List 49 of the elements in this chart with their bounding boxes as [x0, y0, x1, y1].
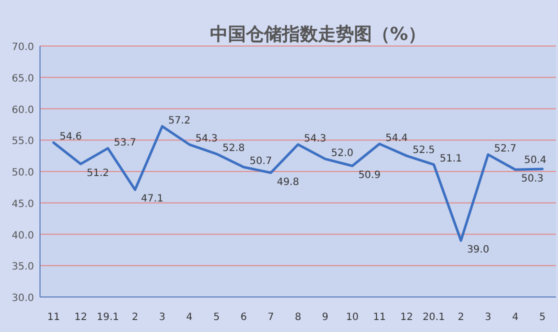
text: 49.8 [276, 176, 300, 188]
x-tick-label: 20.1 [422, 312, 445, 323]
text: 50.7 [250, 156, 272, 168]
text: 54.4 [385, 132, 408, 144]
text: 54.3 [304, 134, 326, 145]
x-tick-label: 19.1 [96, 312, 120, 323]
x-tick-label: 4 [512, 312, 518, 323]
text: 54.6 [60, 132, 82, 143]
text: 52.7 [494, 144, 516, 155]
text: 57.2 [168, 115, 190, 126]
line-series [52, 125, 544, 242]
text: 52.8 [222, 142, 245, 154]
x-tick-label: 6 [240, 312, 247, 323]
x-tick-label: 11 [373, 312, 386, 323]
x-tick-label: 12 [400, 312, 413, 323]
text: 52.0 [331, 148, 354, 159]
x-tick-label: 2 [132, 312, 138, 323]
y-tick-label: 50.0 [12, 168, 34, 178]
text: 50.9 [358, 170, 381, 181]
x-tick-label: 3 [484, 312, 492, 323]
text: 54.3 [195, 134, 218, 145]
x-tick-label: 7 [268, 312, 274, 323]
text: 50.4 [524, 154, 546, 166]
y-tick-label: 65.0 [12, 73, 34, 84]
chart-title: 中国仓储指数走势图（%） [210, 24, 426, 45]
text: 39.0 [466, 244, 490, 256]
y-tick-label: 30.0 [12, 293, 34, 304]
text: 51.2 [86, 168, 109, 179]
text: 52.5 [412, 144, 435, 156]
x-tick-label: 2 [458, 312, 464, 323]
y-tick-label: 60.0 [12, 104, 34, 116]
y-tick-label: 35.0 [12, 262, 34, 273]
x-tick-label: 10 [346, 312, 359, 323]
text: 51.1 [440, 154, 462, 165]
x-tick-label: 9 [322, 312, 328, 323]
x-tick-label: 3 [159, 312, 166, 323]
x-tick-label: 11 [47, 312, 60, 323]
x-tick-label: 4 [186, 312, 193, 323]
y-tick-label: 70.0 [12, 42, 34, 53]
y-tick-label: 40.0 [12, 230, 34, 242]
x-tick-label: 5 [213, 312, 220, 323]
x-tick-label: 12 [74, 312, 88, 323]
y-tick-label: 55.0 [12, 136, 34, 148]
text: 50.3 [521, 174, 544, 185]
x-tick-label: 8 [294, 312, 302, 323]
text: 47.1 [141, 194, 164, 205]
text: 53.7 [114, 137, 136, 148]
y-tick-label: 45.0 [12, 198, 34, 210]
x-tick-label: 5 [539, 312, 546, 323]
